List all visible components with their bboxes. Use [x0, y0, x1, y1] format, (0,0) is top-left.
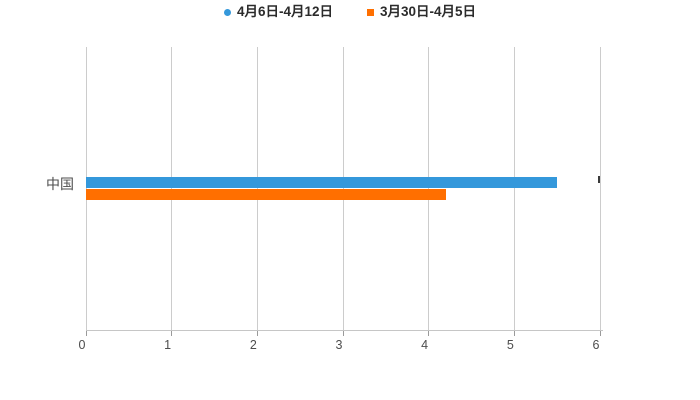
x-axis-tick: [599, 330, 601, 336]
legend-item-mar30-apr5[interactable]: 3月30日-4月5日: [367, 4, 476, 20]
x-tick-label: 2: [249, 338, 257, 352]
gridline: [85, 47, 87, 330]
x-tick-label: 5: [506, 338, 514, 352]
x-axis-tick: [256, 330, 258, 336]
x-axis-tick: [428, 330, 430, 336]
x-tick-label: 1: [164, 338, 172, 352]
gridline: [513, 47, 515, 330]
x-axis-tick: [513, 330, 515, 336]
x-axis-tick: [342, 330, 344, 336]
bar-previous-week[interactable]: [86, 189, 446, 200]
x-tick-label: 4: [421, 338, 429, 352]
right-axis-tick: [598, 176, 600, 183]
x-tick-label: 0: [78, 338, 86, 352]
gridline: [428, 47, 430, 330]
bar-current-week[interactable]: [86, 177, 558, 188]
x-axis-tick: [85, 330, 87, 336]
legend-label-apr6-apr12: 4月6日-4月12日: [236, 4, 333, 19]
gridline: [342, 47, 344, 330]
gridline: [171, 47, 173, 330]
legend: 4月6日-4月12日 3月30日-4月5日: [0, 4, 700, 20]
legend-label-mar30-apr5: 3月30日-4月5日: [380, 4, 477, 19]
x-axis-tick: [171, 330, 173, 336]
gridline: [256, 47, 258, 330]
y-category-label: 中国: [46, 176, 74, 192]
x-tick-label: 6: [592, 338, 600, 352]
x-tick-label: 3: [335, 338, 343, 352]
x-axis-line: [86, 330, 603, 331]
legend-item-apr6-apr12[interactable]: 4月6日-4月12日: [223, 4, 333, 20]
legend-marker-orange-icon: [367, 8, 374, 16]
legend-marker-blue-icon: [223, 8, 231, 16]
gridline: [599, 47, 601, 330]
